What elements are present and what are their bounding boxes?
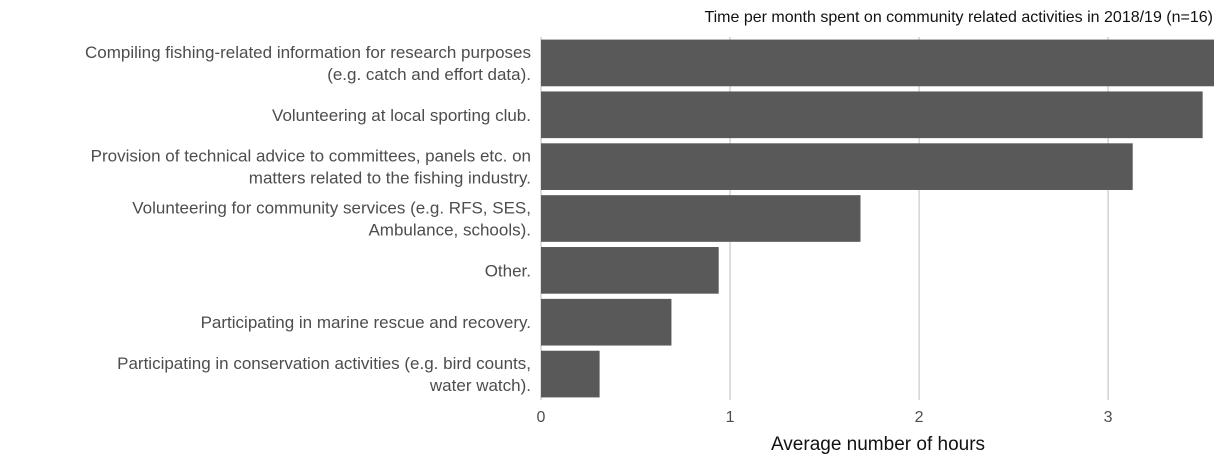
category-label: Provision of technical advice to committ… (91, 147, 531, 166)
category-label: Ambulance, schools). (368, 221, 531, 240)
category-label: Volunteering at local sporting club. (272, 106, 531, 125)
bar (541, 195, 861, 242)
category-label: matters related to the fishing industry. (249, 169, 531, 188)
bars (541, 39, 1214, 398)
category-label: Other. (485, 261, 531, 280)
bar (541, 298, 672, 346)
bar (541, 350, 600, 398)
category-label: Volunteering for community services (e.g… (132, 199, 531, 218)
category-label: Compiling fishing-related information fo… (85, 43, 531, 62)
bar (541, 247, 719, 294)
x-tick-label: 2 (915, 409, 924, 426)
category-label: Participating in marine rescue and recov… (201, 313, 531, 332)
x-axis-title: Average number of hours (771, 434, 985, 455)
bar (541, 91, 1203, 139)
x-tick-label: 1 (726, 409, 735, 426)
bar (541, 39, 1214, 87)
x-tick-label: 3 (1104, 409, 1113, 426)
category-label: Participating in conservation activities… (117, 354, 531, 373)
x-tick-label: 0 (537, 409, 546, 426)
category-label: water watch). (429, 376, 531, 395)
category-labels: Compiling fishing-related information fo… (85, 43, 531, 395)
category-label: (e.g. catch and effort data). (327, 65, 531, 84)
chart-title: Time per month spent on community relate… (704, 9, 1213, 26)
bar (541, 143, 1133, 190)
x-axis-ticks: 0 1 2 3 (537, 409, 1113, 426)
